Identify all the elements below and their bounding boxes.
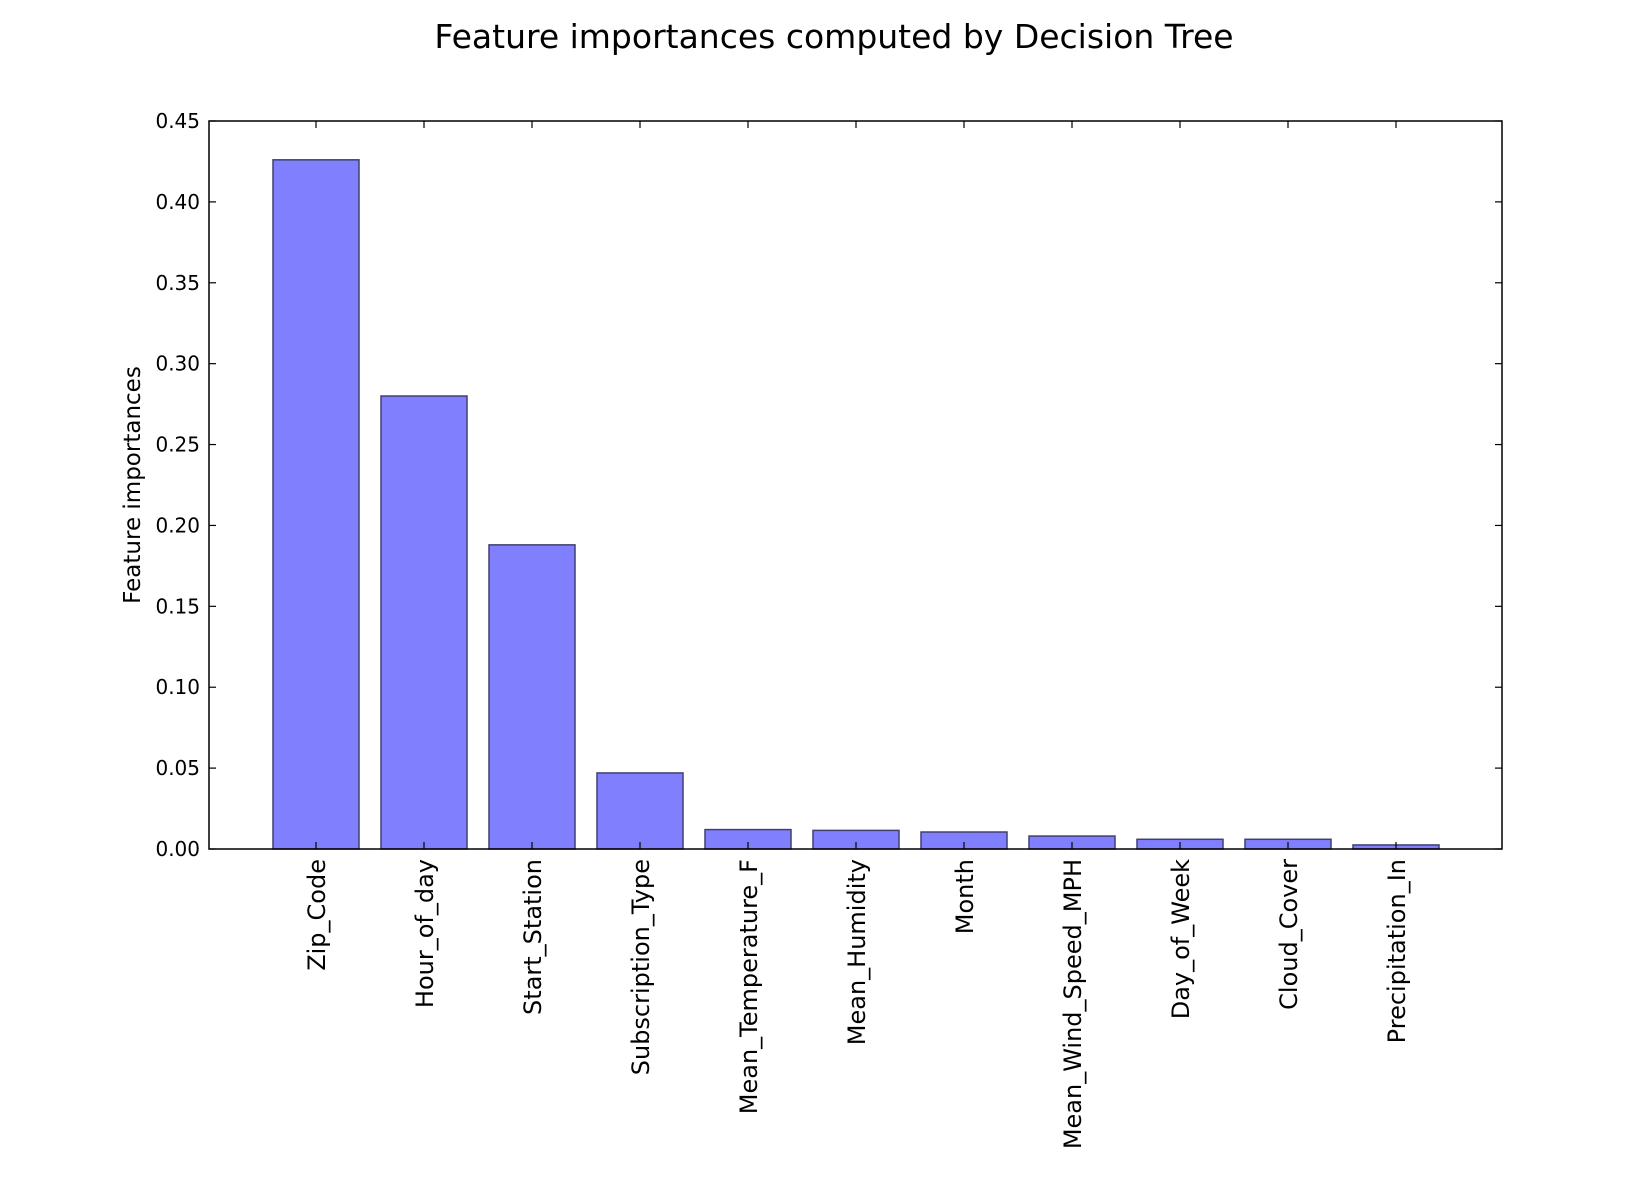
- x-tick-label: Mean_Temperature_F: [735, 859, 763, 1114]
- y-tick-label: 0.20: [155, 513, 200, 537]
- bars-group: [272, 159, 1440, 850]
- y-axis: 0.00 0.05 0.10 0.15 0.20 0.25 0.30 0.35 0.40 0.45: [155, 109, 1502, 861]
- x-tick-label: Mean_Humidity: [843, 859, 871, 1045]
- x-tick-label: Month: [951, 859, 979, 934]
- x-tick-label: Hour_of_day: [411, 859, 439, 1008]
- y-tick-label: 0.25: [155, 433, 200, 457]
- x-axis: Zip_Code Hour_of_day Start_Station Subscrip…: [303, 121, 1411, 1149]
- y-tick-label: 0.00: [155, 837, 200, 861]
- x-tick-label: Mean_Wind_Speed_MPH: [1059, 859, 1087, 1149]
- bar-hour-of-day: [380, 395, 468, 850]
- y-tick-label: 0.40: [155, 190, 200, 214]
- x-tick-label: Cloud_Cover: [1275, 859, 1303, 1010]
- bar-start-station: [488, 544, 576, 850]
- x-tick-label: Zip_Code: [303, 859, 331, 971]
- y-tick-label: 0.10: [155, 675, 200, 699]
- bar-zip-code: [272, 159, 360, 850]
- chart-title: Feature importances computed by Decision…: [434, 17, 1233, 56]
- y-tick-label: 0.30: [155, 352, 200, 376]
- x-tick-label: Day_of_Week: [1167, 859, 1195, 1019]
- x-tick-label: Start_Station: [519, 859, 547, 1015]
- x-tick-label: Subscription_Type: [627, 859, 655, 1075]
- plot-frame: [208, 120, 1503, 850]
- y-tick-label: 0.05: [155, 756, 200, 780]
- y-tick-label: 0.15: [155, 594, 200, 618]
- y-axis-label: Feature importances: [120, 366, 146, 604]
- x-tick-label: Precipitation_In: [1383, 859, 1411, 1043]
- bar-subscription-type: [596, 772, 684, 850]
- y-tick-label: 0.45: [155, 109, 200, 133]
- y-tick-label: 0.35: [155, 271, 200, 295]
